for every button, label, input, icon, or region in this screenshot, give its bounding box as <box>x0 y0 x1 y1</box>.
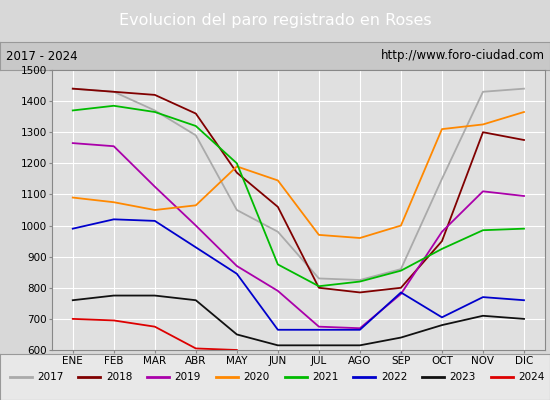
Text: 2018: 2018 <box>106 372 132 382</box>
Text: Evolucion del paro registrado en Roses: Evolucion del paro registrado en Roses <box>119 14 431 28</box>
Text: 2021: 2021 <box>312 372 338 382</box>
Text: 2022: 2022 <box>381 372 407 382</box>
Text: 2017: 2017 <box>37 372 63 382</box>
Text: http://www.foro-ciudad.com: http://www.foro-ciudad.com <box>381 50 544 62</box>
Text: 2023: 2023 <box>450 372 476 382</box>
Text: 2019: 2019 <box>175 372 201 382</box>
Text: 2020: 2020 <box>243 372 270 382</box>
Text: 2017 - 2024: 2017 - 2024 <box>6 50 77 62</box>
Text: 2024: 2024 <box>518 372 544 382</box>
